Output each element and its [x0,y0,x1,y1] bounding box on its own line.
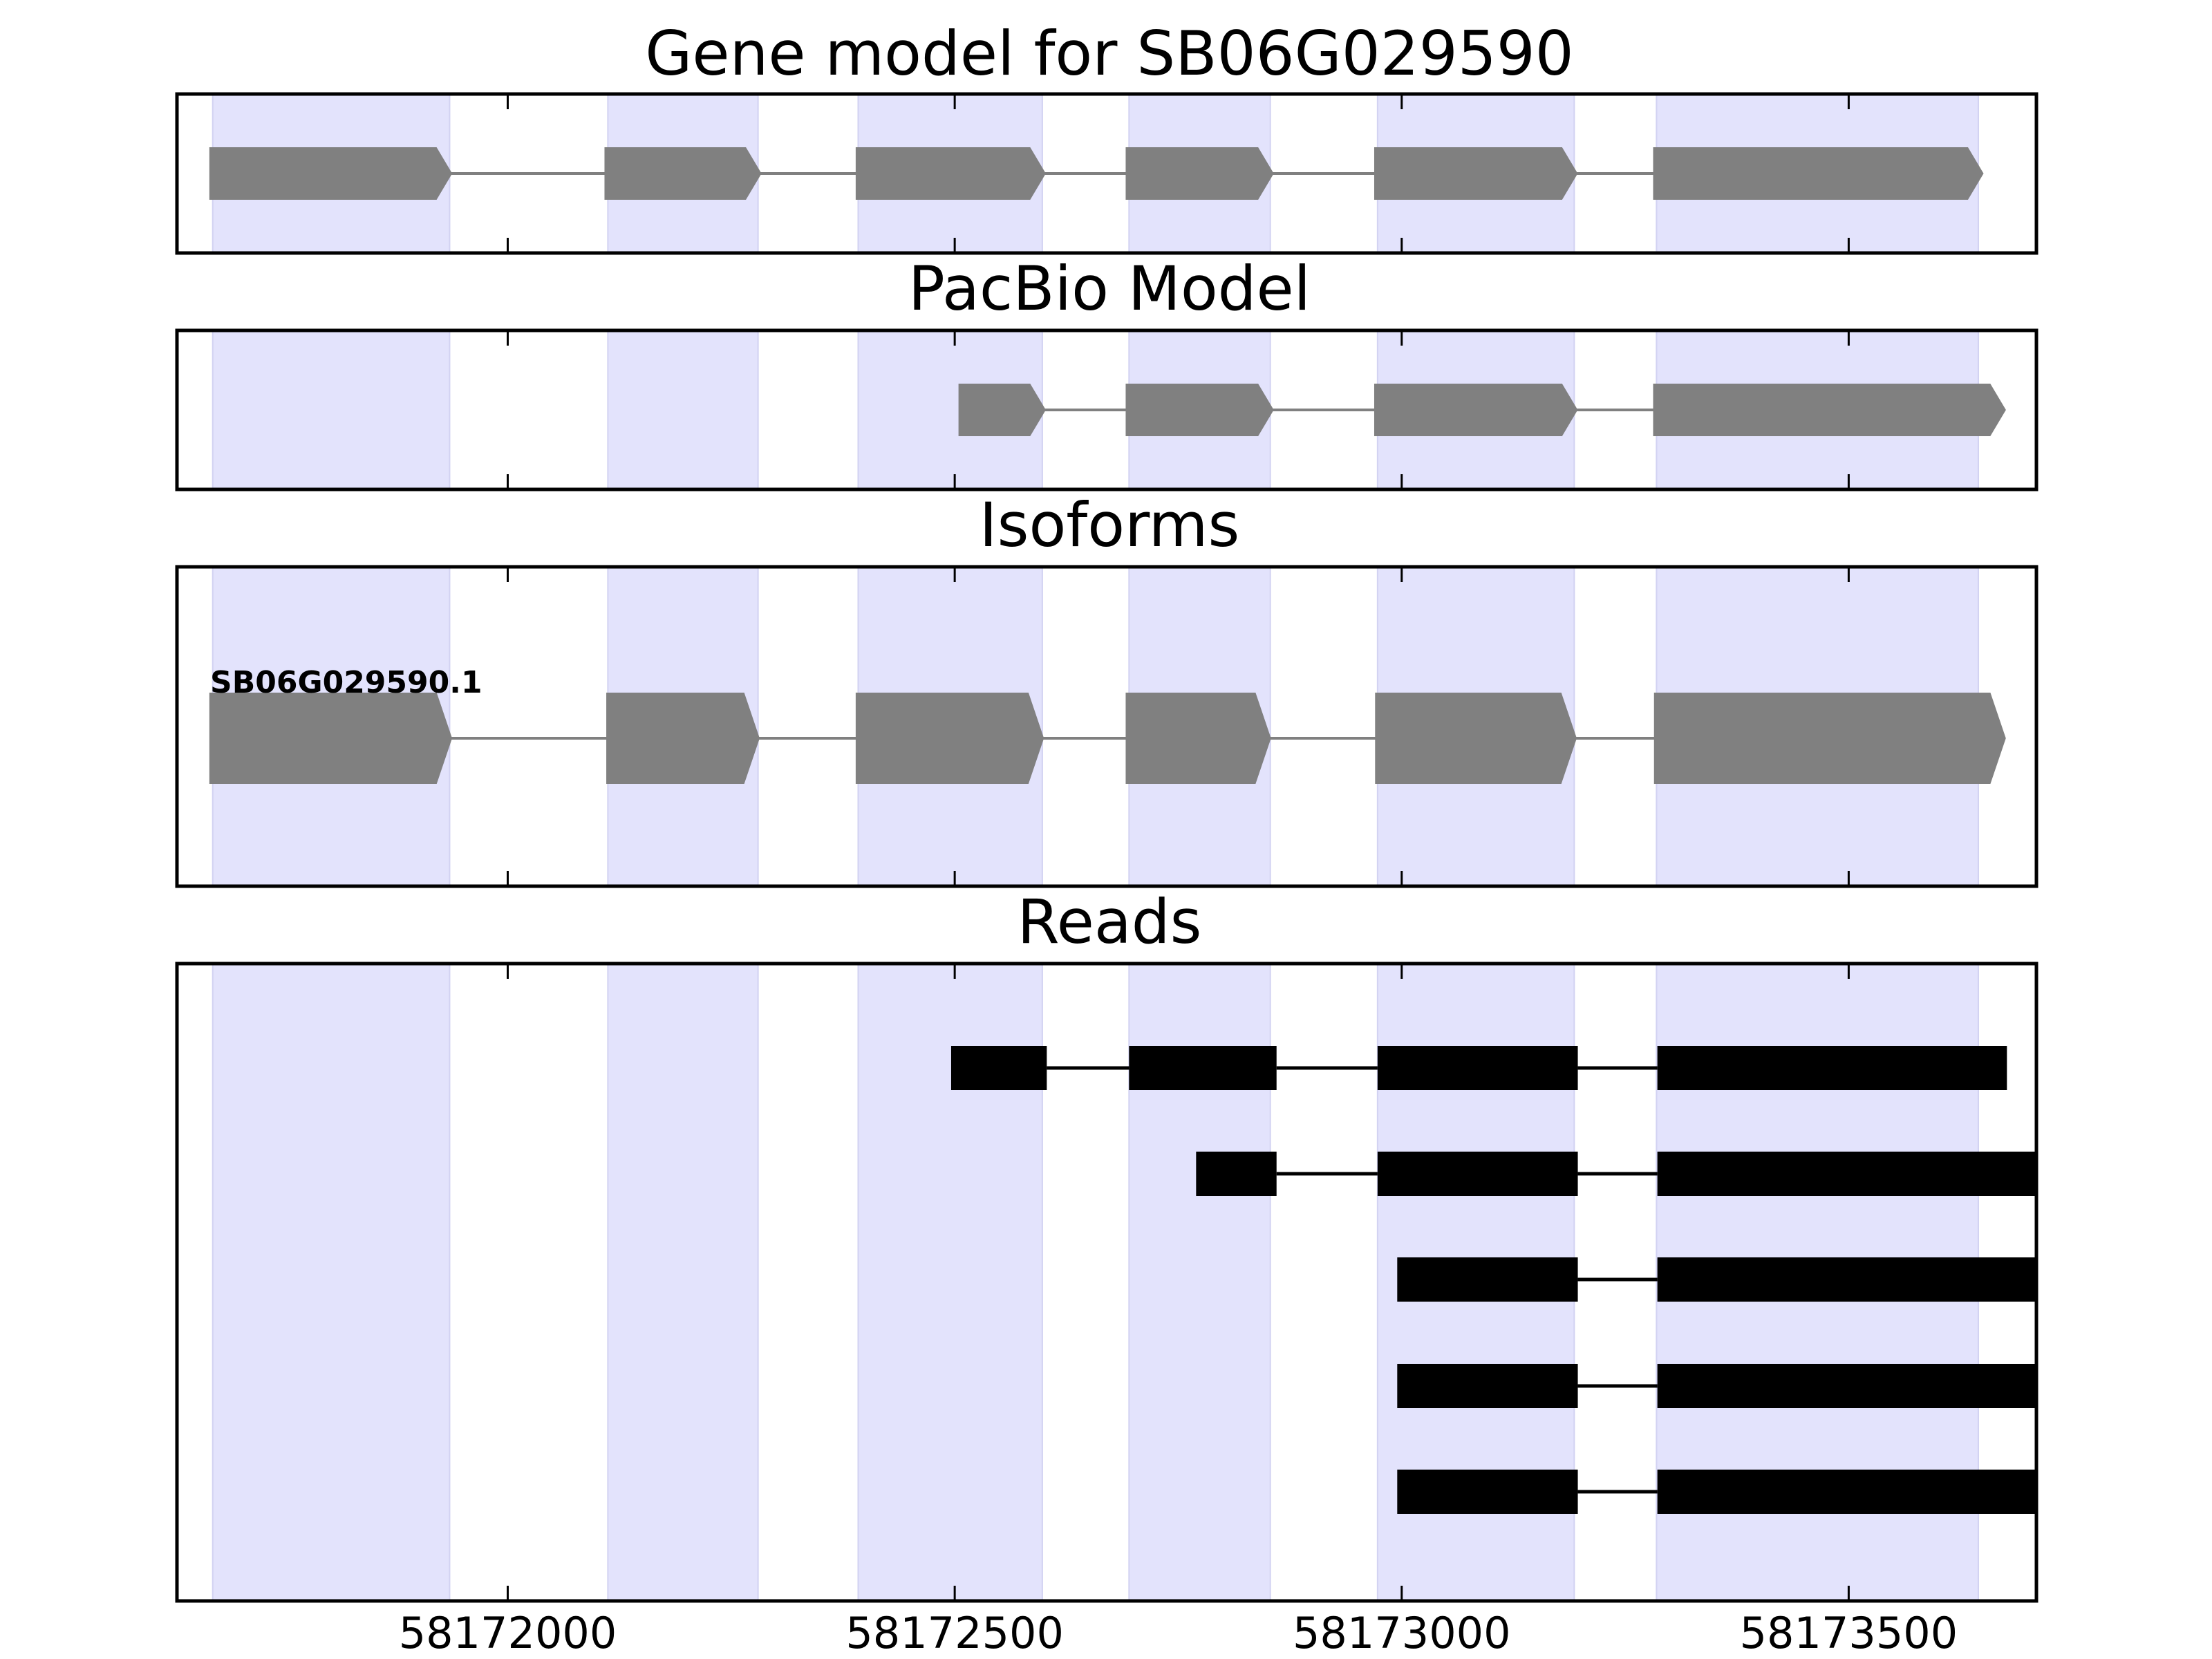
isoform-exon [606,693,760,784]
panel-frame [175,328,2038,491]
isoform-exon [209,693,453,784]
panel-frame [175,565,2038,888]
gene-model-title: Gene model for SB06G029590 [645,18,1574,89]
pacbio-exon [1125,384,1274,436]
panel-frame [175,92,2038,255]
gene-exon [604,147,762,200]
isoform-label: SB06G029590.1 [210,665,482,700]
read-block [1129,1046,1277,1090]
isoform-exon [855,693,1044,784]
highlight-band [212,330,451,490]
read-block [1397,1257,1578,1302]
read-block [1377,1152,1578,1196]
pacbio-model-title: PacBio Model [908,253,1311,324]
x-tick-label: 58173500 [1740,1608,1958,1658]
read-block [1397,1470,1578,1514]
pacbio-exon [1653,384,2006,436]
read-block [1196,1152,1277,1196]
highlight-band [212,963,451,1602]
x-tick-label: 58173000 [1293,1608,1511,1658]
highlight-band [607,963,759,1602]
gene-exon [855,147,1046,200]
gene-exon [1374,147,1578,200]
read-block [1657,1257,2036,1302]
pacbio-exon [1374,384,1578,436]
read-block [1657,1364,2036,1408]
highlight-band [607,330,759,490]
gene-exon [1125,147,1274,200]
x-tick-label: 58172000 [399,1608,617,1658]
pacbio-model-panel [175,328,2038,491]
read-block [950,1046,1047,1090]
gene-exon [1653,147,1984,200]
read-block [1657,1046,2007,1090]
panel-frame [175,962,2038,1603]
pacbio-exon [958,384,1046,436]
read-block [1657,1470,2036,1514]
reads-title: Reads [1018,886,1202,957]
isoforms-title: Isoforms [980,489,1240,561]
x-tick-label: 58172500 [845,1608,1064,1658]
read-block [1397,1364,1578,1408]
isoform-exon [1125,693,1271,784]
x-axis-tick-labels: 58172000 58172500 58173000 58173500 [399,1608,1958,1658]
isoform-exon [1653,693,2006,784]
isoform-exon [1375,693,1577,784]
read-block [1657,1152,2036,1196]
isoforms-panel [175,565,2038,888]
gene-model-panel [175,92,2038,255]
gene-exon [209,147,453,200]
reads-panel [175,962,2038,1603]
read-block [1377,1046,1578,1090]
